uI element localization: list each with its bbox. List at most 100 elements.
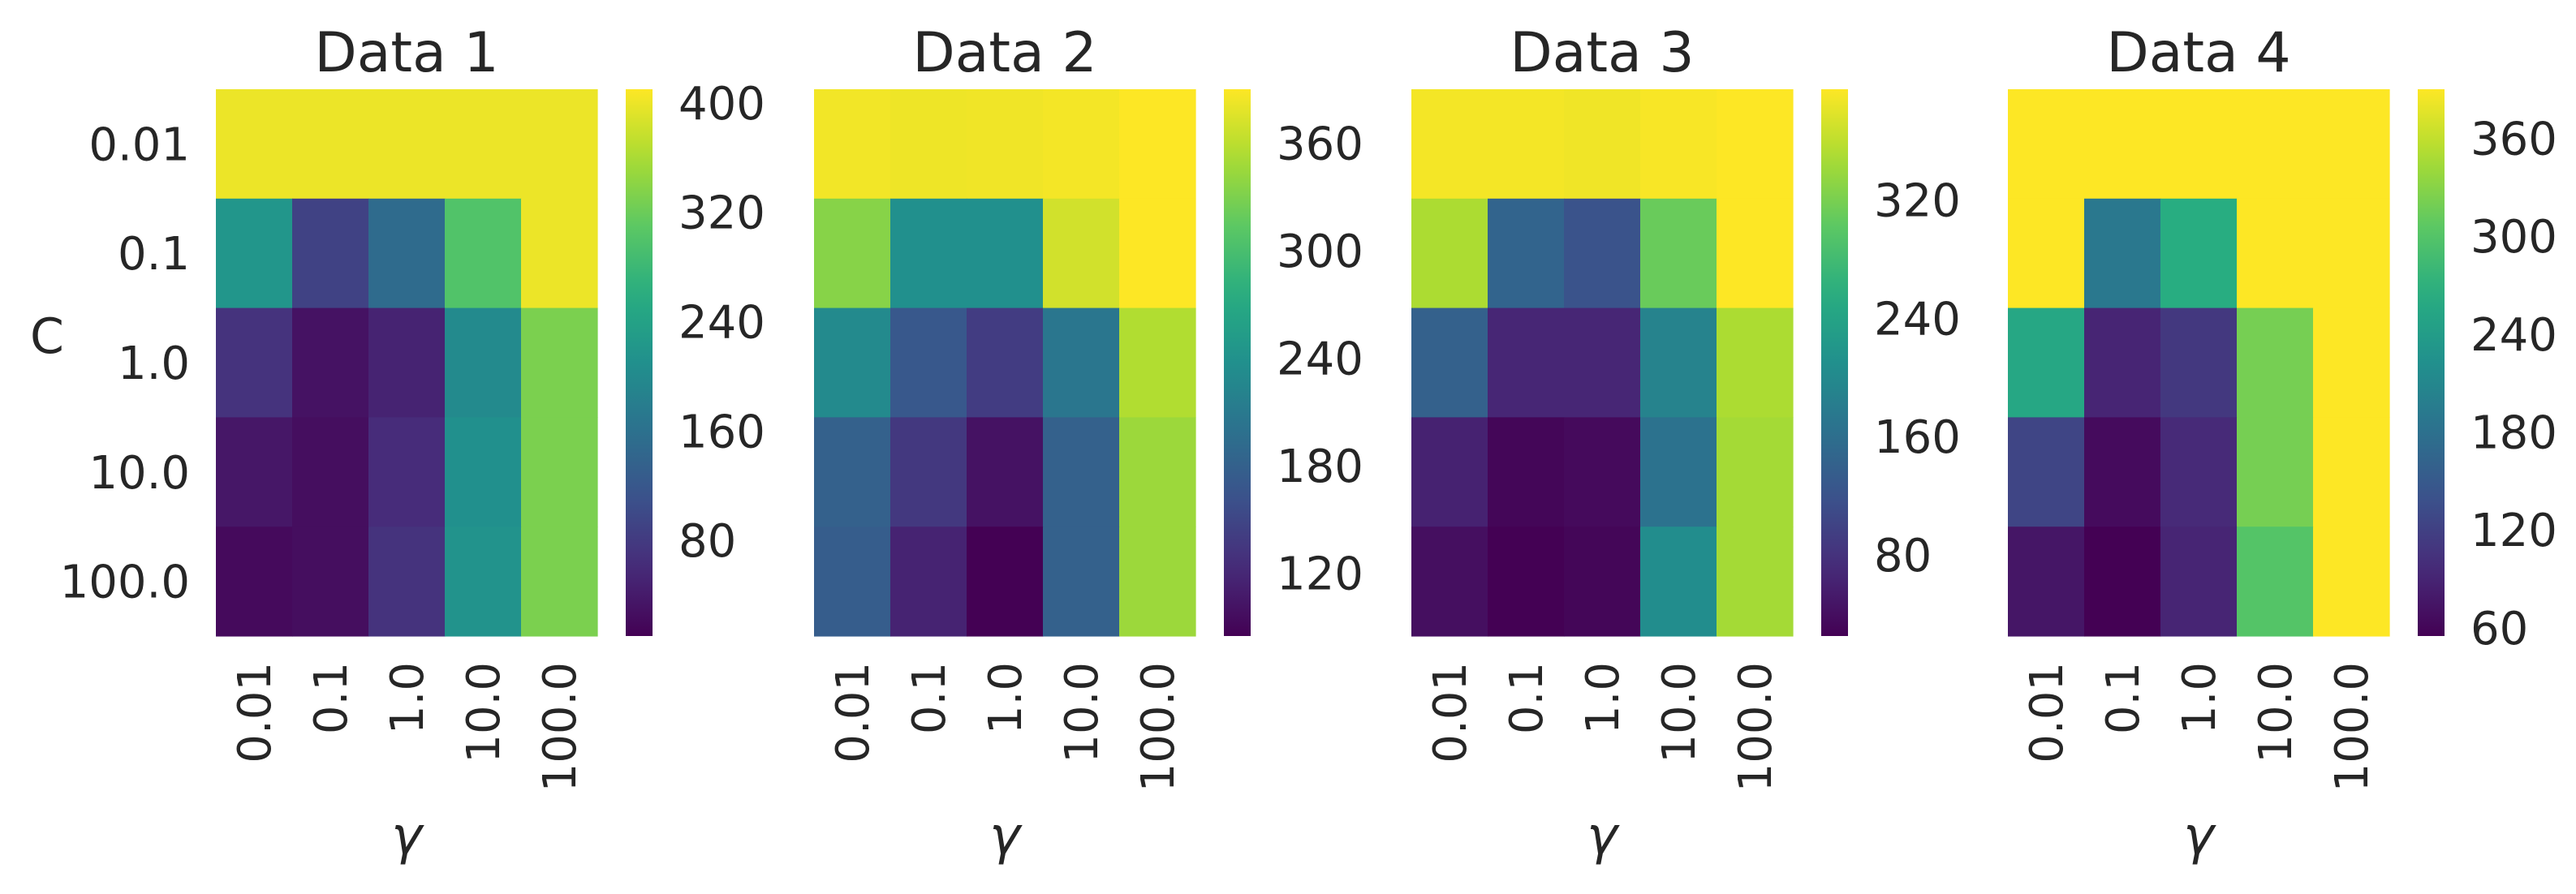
heatmap-cell xyxy=(814,417,891,527)
heatmap-cell xyxy=(1119,527,1196,637)
heatmap-cell xyxy=(967,89,1044,200)
colorbar-tick-label: 360 xyxy=(2470,113,2557,165)
heatmap-cell xyxy=(1043,89,1120,200)
heatmap-cell xyxy=(1119,89,1196,200)
chart-title: Data 3 xyxy=(1510,21,1694,85)
colorbar xyxy=(1821,89,1848,636)
heatmap-cell xyxy=(890,307,967,418)
heatmap-cell xyxy=(368,307,446,418)
chart-title: Data 1 xyxy=(314,21,498,85)
heatmap-cell xyxy=(2160,417,2238,527)
x-tick-label: 0.01 xyxy=(2021,662,2074,763)
heatmap-cell xyxy=(1043,417,1120,527)
colorbar-tick-label: 300 xyxy=(1277,226,1363,278)
colorbar-tick-label: 180 xyxy=(2470,407,2557,460)
heatmap-cell xyxy=(521,307,598,418)
colorbar-tick-label: 60 xyxy=(2470,603,2528,655)
colorbar-tick-label: 240 xyxy=(1874,293,1961,346)
heatmap-cell xyxy=(368,527,446,637)
colorbar-tick-label: 400 xyxy=(678,78,765,131)
heatmap-cell xyxy=(2160,307,2238,418)
heatmap-cell xyxy=(292,89,369,200)
colorbar-tick-label: 240 xyxy=(678,296,765,349)
colorbar xyxy=(2418,89,2445,636)
heatmap-cell xyxy=(1717,527,1794,637)
heatmap-cell xyxy=(292,307,369,418)
colorbar xyxy=(626,89,653,636)
heatmap-cell xyxy=(1488,527,1565,637)
heatmap-cell xyxy=(2084,307,2161,418)
heatmap-cell xyxy=(2084,417,2161,527)
heatmap-cell xyxy=(1488,198,1565,309)
heatmap-cell xyxy=(292,198,369,309)
heatmap-cell xyxy=(2237,417,2314,527)
x-tick-label: 0.1 xyxy=(1501,662,1553,734)
heatmap-cell xyxy=(368,417,446,527)
heatmap-cell xyxy=(368,89,446,200)
heatmap-cell xyxy=(1411,89,1488,200)
x-tick-label: 100.0 xyxy=(534,662,587,792)
x-tick-label: 10.0 xyxy=(458,662,510,763)
heatmap-cell xyxy=(1043,307,1120,418)
y-tick-label: 1.0 xyxy=(118,337,190,390)
heatmap-cell xyxy=(2008,417,2085,527)
heatmap-cell xyxy=(2084,89,2161,200)
colorbar-tick-label: 320 xyxy=(678,187,765,240)
heatmap-panel-1: Data 1 0.01 0.1 1.0 10.0 100.0 C 0.01 0.1 1.0 10.0… xyxy=(30,21,765,866)
heatmap-cell xyxy=(2313,198,2390,309)
heatmap-panel-2: Data 2 0.01 0.1 1.0 10.0 100.0 γ 120 180 240 300 36… xyxy=(814,21,1363,866)
heatmap-cell xyxy=(216,417,293,527)
heatmap-cell xyxy=(1488,89,1565,200)
heatmap-cell xyxy=(1488,307,1565,418)
colorbar-tick-label: 240 xyxy=(2470,309,2557,362)
heatmap-cell xyxy=(445,307,522,418)
x-tick-label: 100.0 xyxy=(2326,662,2379,792)
heatmap-cell xyxy=(1411,198,1488,309)
heatmap-cell xyxy=(1411,527,1488,637)
x-tick-label: 0.1 xyxy=(305,662,358,734)
heatmap-cell xyxy=(967,417,1044,527)
heatmap-cell xyxy=(2008,198,2085,309)
heatmap-cell xyxy=(216,89,293,200)
heatmap-cell xyxy=(1640,307,1717,418)
heatmap-cell xyxy=(814,89,891,200)
x-tick-label: 100.0 xyxy=(1730,662,1782,792)
heatmap-cell xyxy=(1119,307,1196,418)
heatmap-cell xyxy=(1043,527,1120,637)
heatmap-cell xyxy=(1043,198,1120,309)
colorbar-tick-label: 80 xyxy=(1874,530,1932,582)
heatmap-cell xyxy=(1717,89,1794,200)
x-tick-label: 10.0 xyxy=(1653,662,1706,763)
heatmap-cell xyxy=(1564,417,1641,527)
heatmap-cell xyxy=(521,198,598,309)
colorbar-tick-label: 360 xyxy=(1277,118,1363,170)
heatmap-cell xyxy=(2008,89,2085,200)
heatmap-cell xyxy=(2313,417,2390,527)
heatmap-cell xyxy=(1640,417,1717,527)
x-tick-label: 0.01 xyxy=(229,662,282,763)
heatmap-cell xyxy=(1411,307,1488,418)
x-tick-label: 1.0 xyxy=(381,662,434,734)
heatmap-cell xyxy=(368,198,446,309)
heatmap-cell xyxy=(216,527,293,637)
heatmap-cell xyxy=(216,198,293,309)
heatmap-cell xyxy=(890,527,967,637)
colorbar-tick-label: 300 xyxy=(2470,211,2557,264)
x-tick-label: 100.0 xyxy=(1132,662,1185,792)
heatmap-cell xyxy=(1640,198,1717,309)
heatmap-cell xyxy=(445,527,522,637)
heatmap-cell xyxy=(2313,527,2390,637)
x-tick-label: 10.0 xyxy=(1056,662,1109,763)
x-tick-label: 10.0 xyxy=(2250,662,2302,763)
heatmap-cell xyxy=(1640,527,1717,637)
heatmap-cell xyxy=(1717,198,1794,309)
colorbar-tick-label: 180 xyxy=(1277,441,1363,493)
heatmap-panel-3: Data 3 0.01 0.1 1.0 10.0 100.0 γ 80 160 240 320 xyxy=(1411,21,1961,866)
heatmap-cell xyxy=(2237,89,2314,200)
heatmap-cell xyxy=(890,417,967,527)
x-axis-label: γ xyxy=(989,806,1023,866)
heatmap-cell xyxy=(890,198,967,309)
heatmap-cell xyxy=(814,307,891,418)
heatmap-cell xyxy=(2237,198,2314,309)
x-tick-label: 0.1 xyxy=(903,662,956,734)
